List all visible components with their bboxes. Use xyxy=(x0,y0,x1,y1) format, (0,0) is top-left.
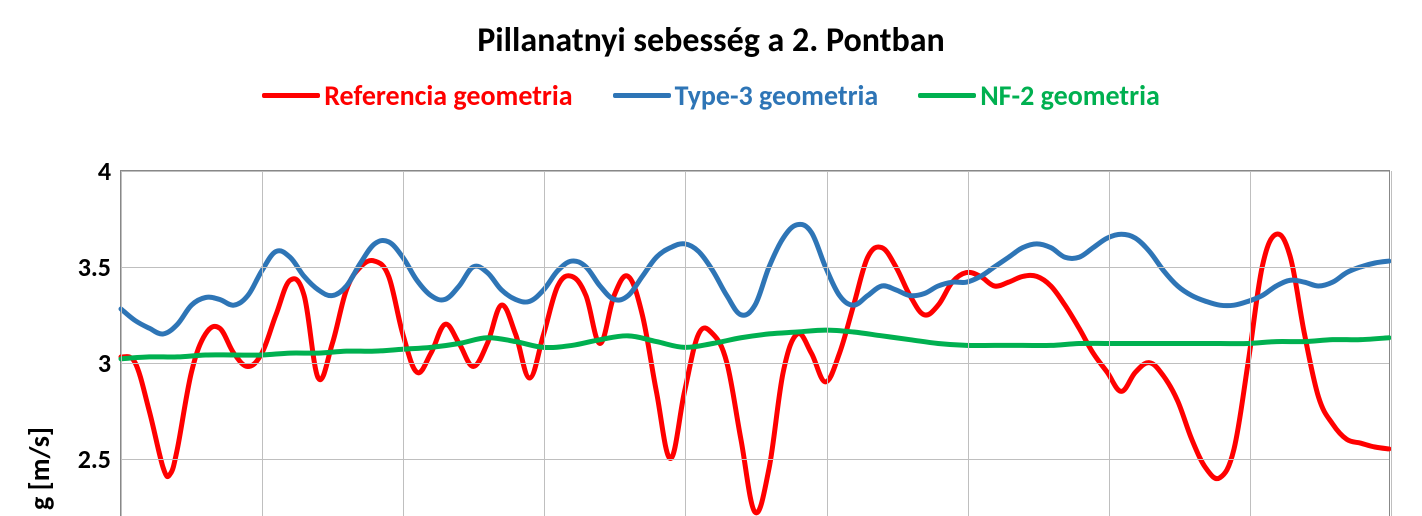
grid-v-7 xyxy=(1109,171,1110,516)
legend-swatch-2 xyxy=(918,93,976,98)
plot-area: 2.533.54 xyxy=(120,170,1390,516)
y-tick-label-3: 4 xyxy=(98,155,121,187)
grid-h-3 xyxy=(121,171,1389,172)
grid-v-4 xyxy=(685,171,686,516)
grid-h-0 xyxy=(121,459,1389,460)
grid-v-9 xyxy=(1391,171,1392,516)
chart-lines-svg xyxy=(121,171,1389,516)
legend-item-1: Type-3 geometria xyxy=(613,78,879,113)
y-axis-label: g [m/s] xyxy=(22,427,57,510)
y-tick-label-1: 3 xyxy=(98,347,121,379)
chart-legend: Referencia geometria Type-3 geometria NF-2… xyxy=(0,78,1422,113)
chart-container: Pillanatnyi sebesség a 2. Pontban Refere… xyxy=(0,0,1422,516)
grid-v-8 xyxy=(1250,171,1251,516)
grid-h-1 xyxy=(121,363,1389,364)
grid-v-6 xyxy=(968,171,969,516)
legend-swatch-1 xyxy=(613,93,671,98)
series-line-0 xyxy=(121,234,1389,513)
series-line-1 xyxy=(121,224,1389,334)
legend-swatch-0 xyxy=(262,93,320,98)
grid-v-1 xyxy=(262,171,263,516)
grid-v-2 xyxy=(403,171,404,516)
y-tick-label-0: 2.5 xyxy=(78,443,121,475)
legend-label-2: NF-2 geometria xyxy=(980,78,1160,113)
legend-label-0: Referencia geometria xyxy=(324,78,572,113)
grid-v-0 xyxy=(121,171,122,516)
legend-label-1: Type-3 geometria xyxy=(675,78,879,113)
y-tick-label-2: 3.5 xyxy=(78,251,121,283)
legend-item-2: NF-2 geometria xyxy=(918,78,1160,113)
grid-v-5 xyxy=(827,171,828,516)
grid-v-3 xyxy=(544,171,545,516)
grid-h-2 xyxy=(121,267,1389,268)
legend-item-0: Referencia geometria xyxy=(262,78,572,113)
chart-title: Pillanatnyi sebesség a 2. Pontban xyxy=(0,20,1422,61)
